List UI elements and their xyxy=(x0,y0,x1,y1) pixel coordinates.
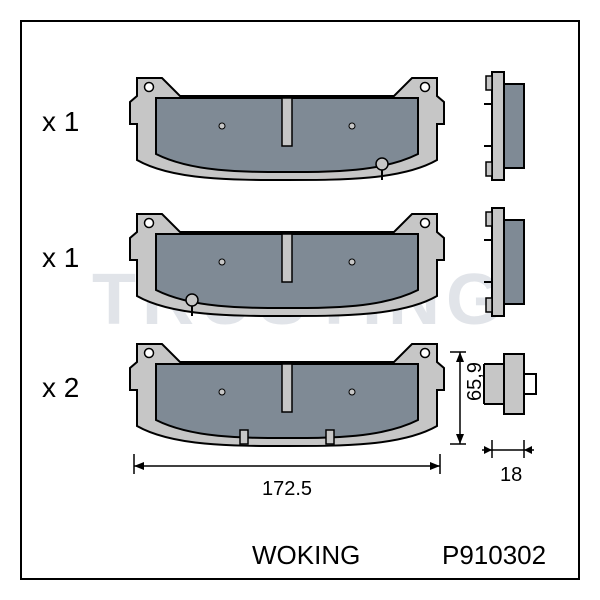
qty-label-3: x 2 xyxy=(42,372,79,404)
dim-thickness-label: 18 xyxy=(500,464,522,487)
qty-label-1: x 1 xyxy=(42,106,79,138)
dim-width-label: 172.5 xyxy=(262,478,312,501)
brake-pad-row-2 xyxy=(122,200,452,320)
side-view-row-1 xyxy=(480,62,540,190)
dim-thickness-arrow xyxy=(480,440,540,466)
diagram-frame: TRUSTING x 1 x 1 x 2 xyxy=(20,20,580,580)
brake-pad-row-3 xyxy=(122,330,452,450)
qty-label-2: x 1 xyxy=(42,242,79,274)
part-number: P910302 xyxy=(442,540,546,571)
dim-height-label: 65,9 xyxy=(464,362,487,401)
side-view-row-2 xyxy=(480,198,540,326)
brake-pad-row-1 xyxy=(122,64,452,184)
brand-label: WOKING xyxy=(252,540,360,571)
